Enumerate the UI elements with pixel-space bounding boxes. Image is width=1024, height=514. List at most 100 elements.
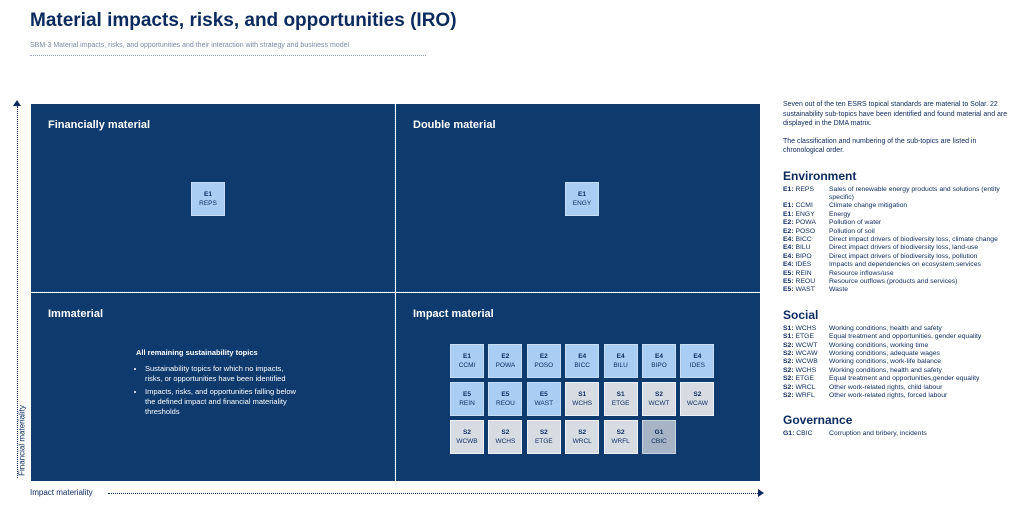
topic-tile[interactable]: S2 WCHS [488,420,523,454]
quadrant-title: Immaterial [48,308,104,320]
topic-tile[interactable]: S2 WCWT [642,382,676,416]
legend-row: S2: WCHS Working conditions, health and s… [783,367,1013,375]
topic-tile[interactable]: E1 CCMI [450,344,484,378]
legend-standard: E5: [783,286,794,294]
legend-description: Energy [829,210,851,218]
topic-tile[interactable]: S1 WCHS [565,382,600,416]
legend-code: WCAW [795,350,818,357]
topic-tile[interactable]: E5 WAST [526,382,561,416]
tile-standard: S2 [578,429,587,436]
legend-standard: S1: [783,333,794,341]
topic-tile[interactable]: E1 REPS [191,182,225,216]
legend-row: S2: WRCL Other work-related rights, child… [783,384,1013,392]
bullet-item: Impacts, risks, and opportunities fallin… [145,387,296,417]
legend-description: Pollution of soil [829,227,875,235]
legend-description: Corruption and bribery, incidents [829,430,927,438]
legend-row: S2: ETGE Equal treatment and opportunitie… [783,375,1013,383]
topic-tile[interactable]: S2 WCWB [450,420,484,454]
legend-description: Working conditions, adequate wages [829,350,940,357]
legend-key: E5: WAST [783,286,829,294]
legend-standard: E5: [783,277,794,285]
legend-standard: E2: [783,219,794,227]
environment-heading: Environment [783,168,857,183]
legend-key: E1: REPS [783,186,829,203]
tile-standard: E5 [463,391,471,398]
legend-description: Direct impact drivers of biodiversity lo… [829,235,998,243]
legend-description: Direct impact drivers of biodiversity lo… [829,252,978,260]
topic-tile[interactable]: E4 BILU [603,344,638,378]
tile-code: ETGE [611,400,630,407]
topic-tile[interactable]: E2 POSO [526,344,561,378]
tile-code: WRCL [572,438,592,445]
legend-standard: E4: [783,261,794,269]
legend-code: REIN [795,269,812,277]
legend-key: S2: WCWT [783,342,829,350]
legend-code: CCMI [795,202,813,210]
legend-standard: E4: [783,235,794,243]
legend-key: E1: ENGY [783,211,829,219]
social-list: S1: WCHS Working conditions, health and s… [783,325,1013,401]
legend-standard: S1: [783,324,794,332]
topic-tile[interactable]: S2 WRFL [603,420,638,454]
legend-key: E2: POWA [783,219,829,227]
tile-code: ETGE [534,438,553,445]
legend-key: S1: WCHS [783,325,829,333]
topic-tile[interactable]: E4 BIPO [642,344,676,378]
legend-row: E4: BICC Direct impact drivers of biodive… [783,236,1013,244]
tile-code: BICC [574,362,590,369]
topic-tile[interactable]: E5 REOU [488,382,523,416]
legend-description: Equal treatment and opportunities, gende… [829,333,982,341]
legend-row: E1: ENGY Energy [783,211,1013,219]
legend-standard: S2: [783,392,794,400]
tile-standard: S2 [539,429,548,436]
topic-tile[interactable]: E1 ENGY [565,182,599,216]
legend-description: Equal treatment and opportunities,gender… [829,375,980,383]
immaterial-description: All remaining sustainability topics Sust… [136,348,296,420]
topic-tile[interactable]: S2 WCAW [680,382,715,416]
legend-code: CBIC [796,430,813,438]
legend-code: POSO [795,227,816,235]
legend-row: E2: POWA Pollution of water [783,219,1013,227]
legend-standard: E1: [783,202,794,210]
tile-code: CBIC [651,438,667,445]
legend-row: E5: WAST Waste [783,286,1013,294]
legend-key: G1: CBIC [783,430,829,438]
y-axis-label: Financial materiality [17,405,27,476]
legend-standard: S2: [783,350,794,357]
legend-key: E4: BILU [783,244,829,252]
legend-key: S2: WCWB [783,358,829,366]
legend-key: E1: CCMI [783,202,829,210]
tile-standard: S2 [616,429,625,436]
topic-tile[interactable]: E5 REIN [450,382,484,416]
legend-intro-note: The classification and numbering of the … [783,137,977,155]
legend-standard: E1: [783,210,794,218]
legend-code: BICC [795,235,812,243]
tile-standard: E2 [539,353,548,360]
legend-intro: Seven out of the ten ESRS topical standa… [783,101,1008,127]
topic-tile[interactable]: S2 ETGE [526,420,561,454]
topic-tile[interactable]: S2 WRCL [565,420,600,454]
y-axis-arrow-icon [13,100,21,106]
legend-standard: E5: [783,269,794,277]
tile-standard: S2 [693,391,702,398]
governance-list: G1: CBIC Corruption and bribery, incident… [783,430,1013,438]
legend-code: REOU [795,277,816,285]
topic-tile[interactable]: E4 IDES [680,344,715,378]
tile-code: WRFL [611,438,630,445]
quadrant-immaterial: Immaterial All remaining sustainability … [31,293,395,481]
quadrant-title: Double material [413,119,496,131]
legend-row: E1: CCMI Climate change mitigation [783,202,1013,210]
legend-row: G1: CBIC Corruption and bribery, incident… [783,430,1013,438]
topic-tile[interactable]: E2 POWA [488,344,523,378]
legend-row: S1: ETGE Equal treatment and opportunitie… [783,333,1013,341]
legend-row: S2: WCWT Working conditions, working time [783,342,1013,350]
x-axis-line [108,493,758,494]
legend-code: POWA [795,219,816,227]
topic-tile[interactable]: G1 CBIC [642,420,676,454]
topic-tile[interactable]: S1 ETGE [603,382,638,416]
tile-standard: E4 [693,353,702,360]
topic-tile[interactable]: E4 BICC [565,344,600,378]
tile-code: REOU [496,400,515,407]
social-heading: Social [783,307,819,322]
tile-standard: G1 [654,429,664,436]
